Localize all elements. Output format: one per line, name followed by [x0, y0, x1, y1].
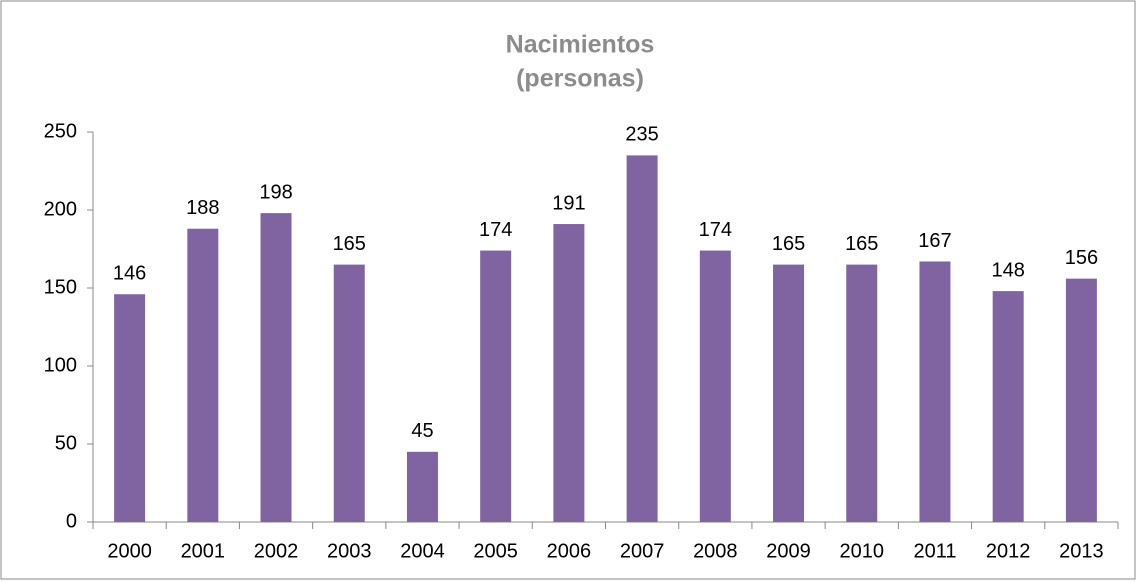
chart-title: Nacimientos	[506, 31, 655, 59]
x-tick-label: 2006	[547, 540, 592, 562]
data-label: 165	[772, 233, 805, 255]
bar	[1065, 278, 1097, 522]
bar	[114, 294, 146, 522]
y-tick-label: 150	[44, 276, 77, 298]
data-label: 235	[625, 124, 658, 146]
x-tick-label: 2001	[181, 540, 226, 562]
data-label: 148	[991, 259, 1024, 281]
x-tick-label: 2002	[254, 540, 299, 562]
x-tick-label: 2013	[1059, 540, 1104, 562]
data-label: 146	[113, 263, 146, 285]
x-tick-label: 2010	[840, 540, 885, 562]
bar	[846, 264, 878, 522]
bar	[333, 264, 365, 522]
x-tick-label: 2008	[693, 540, 738, 562]
data-label: 156	[1065, 247, 1098, 269]
y-tick-label: 0	[66, 510, 77, 532]
bar	[626, 155, 658, 522]
bar	[919, 261, 951, 522]
y-tick-label: 50	[55, 432, 77, 454]
y-tick-label: 250	[44, 120, 77, 142]
bar	[187, 228, 219, 522]
x-tick-label: 2000	[107, 540, 152, 562]
data-label: 188	[186, 197, 219, 219]
data-label: 167	[918, 230, 951, 252]
x-tick-label: 2007	[620, 540, 665, 562]
x-tick-label: 2003	[327, 540, 372, 562]
data-label: 198	[259, 181, 292, 203]
data-label: 191	[552, 192, 585, 214]
y-tick-label: 100	[44, 354, 77, 376]
bar	[480, 250, 512, 522]
data-label: 45	[411, 420, 433, 442]
x-tick-label: 2011	[913, 540, 956, 562]
data-label: 174	[699, 219, 732, 241]
bar	[406, 451, 438, 522]
chart-title: (personas)	[516, 65, 644, 93]
y-tick-label: 200	[44, 198, 77, 220]
x-tick-label: 2009	[766, 540, 811, 562]
data-label: 165	[333, 233, 366, 255]
bar	[773, 264, 805, 522]
bar	[992, 291, 1024, 522]
data-label: 165	[845, 233, 878, 255]
bar	[553, 224, 585, 523]
x-tick-label: 2004	[400, 540, 445, 562]
data-label: 174	[479, 219, 512, 241]
bar	[699, 250, 731, 522]
bar	[260, 213, 292, 522]
x-tick-label: 2012	[986, 540, 1031, 562]
x-tick-label: 2005	[473, 540, 518, 562]
